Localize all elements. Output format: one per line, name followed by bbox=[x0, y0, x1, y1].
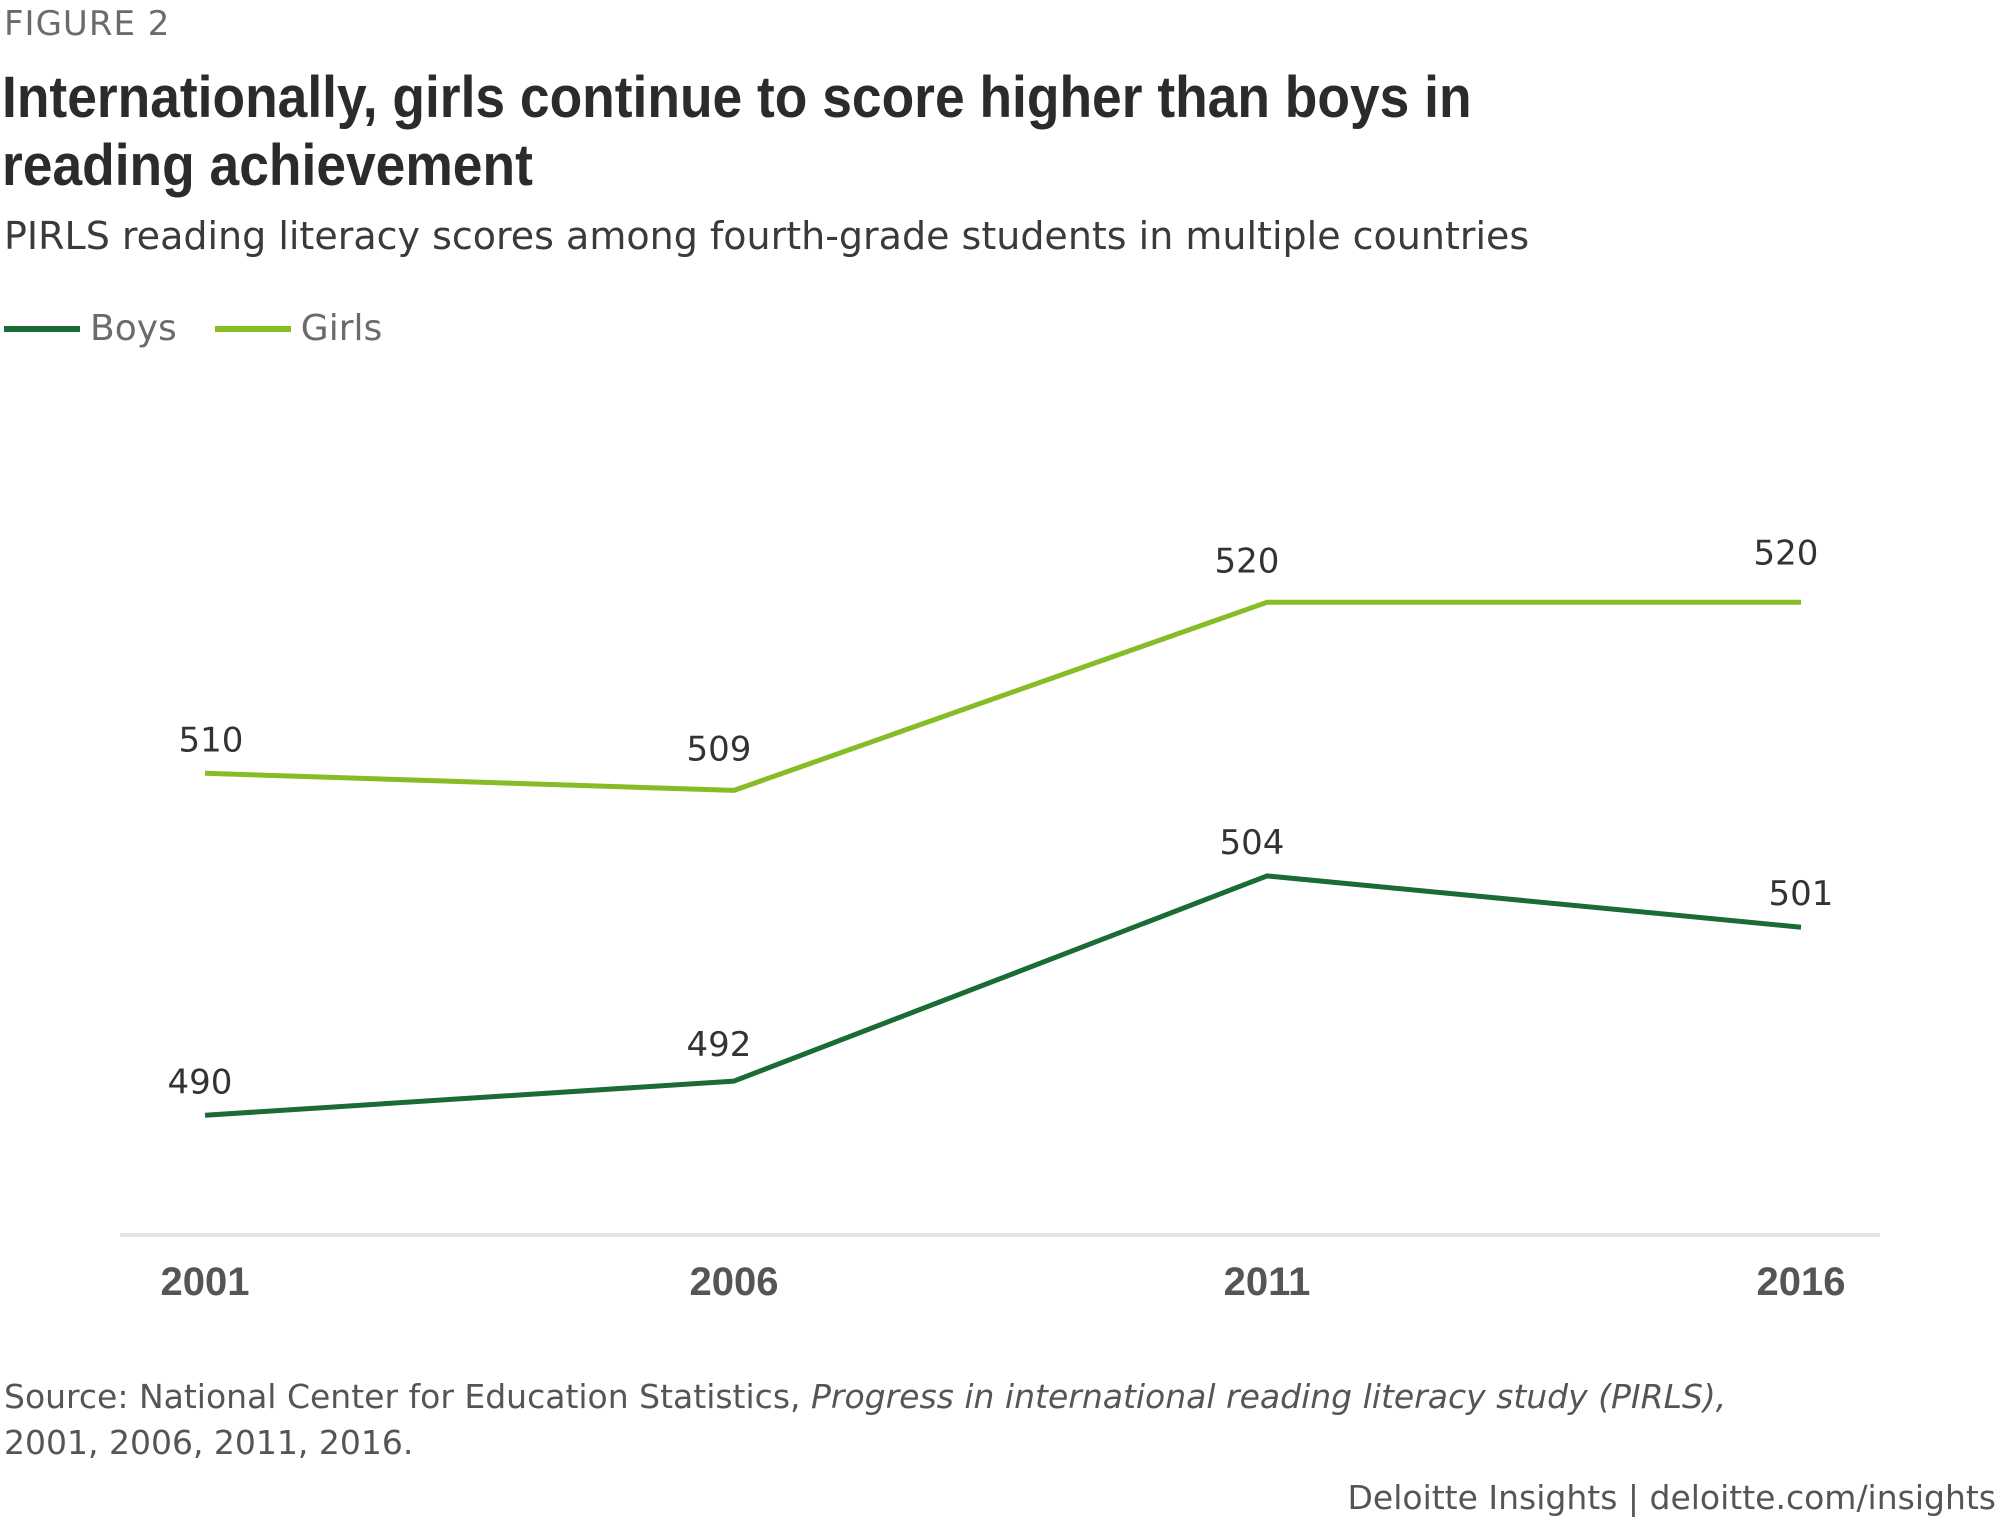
legend-item-boys: Boys bbox=[4, 308, 177, 349]
figure-label: FIGURE 2 bbox=[4, 4, 171, 44]
data-label-boys-2006: 492 bbox=[687, 1025, 752, 1065]
legend-label-girls: Girls bbox=[300, 308, 383, 349]
source-note: Source: National Center for Education St… bbox=[4, 1374, 1804, 1466]
series-line-girls bbox=[204, 599, 1801, 793]
chart-subtitle: PIRLS reading literacy scores among four… bbox=[4, 214, 1530, 258]
data-label-boys-2011: 504 bbox=[1220, 823, 1285, 863]
data-label-girls-2011: 520 bbox=[1215, 541, 1280, 581]
data-label-girls-2016: 520 bbox=[1754, 533, 1819, 573]
chart-title: Internationally, girls continue to score… bbox=[2, 65, 1472, 198]
data-label-girls-2001: 510 bbox=[179, 720, 244, 760]
x-tick-label-2011: 2011 bbox=[1224, 1260, 1311, 1304]
legend-swatch-girls bbox=[214, 325, 291, 332]
source-title: Progress in international reading litera… bbox=[811, 1377, 1727, 1416]
series-line-boys bbox=[204, 873, 1802, 1118]
legend-label-boys: Boys bbox=[90, 308, 177, 349]
source-prefix: Source: National Center for Education St… bbox=[4, 1377, 811, 1416]
legend-swatch-boys bbox=[4, 325, 80, 332]
x-tick-label-2001: 2001 bbox=[161, 1260, 250, 1304]
data-label-girls-2006: 509 bbox=[687, 729, 752, 769]
source-years: 2001, 2006, 2011, 2016. bbox=[4, 1423, 414, 1462]
data-label-boys-2001: 490 bbox=[168, 1062, 233, 1102]
x-tick-label-2006: 2006 bbox=[690, 1260, 779, 1304]
brand-footer: Deloitte Insights | deloitte.com/insight… bbox=[1347, 1478, 1997, 1517]
legend-item-girls: Girls bbox=[214, 308, 383, 349]
data-label-boys-2016: 501 bbox=[1769, 874, 1834, 914]
x-tick-label-2016: 2016 bbox=[1757, 1260, 1846, 1304]
legend: Boys Girls bbox=[4, 308, 420, 349]
